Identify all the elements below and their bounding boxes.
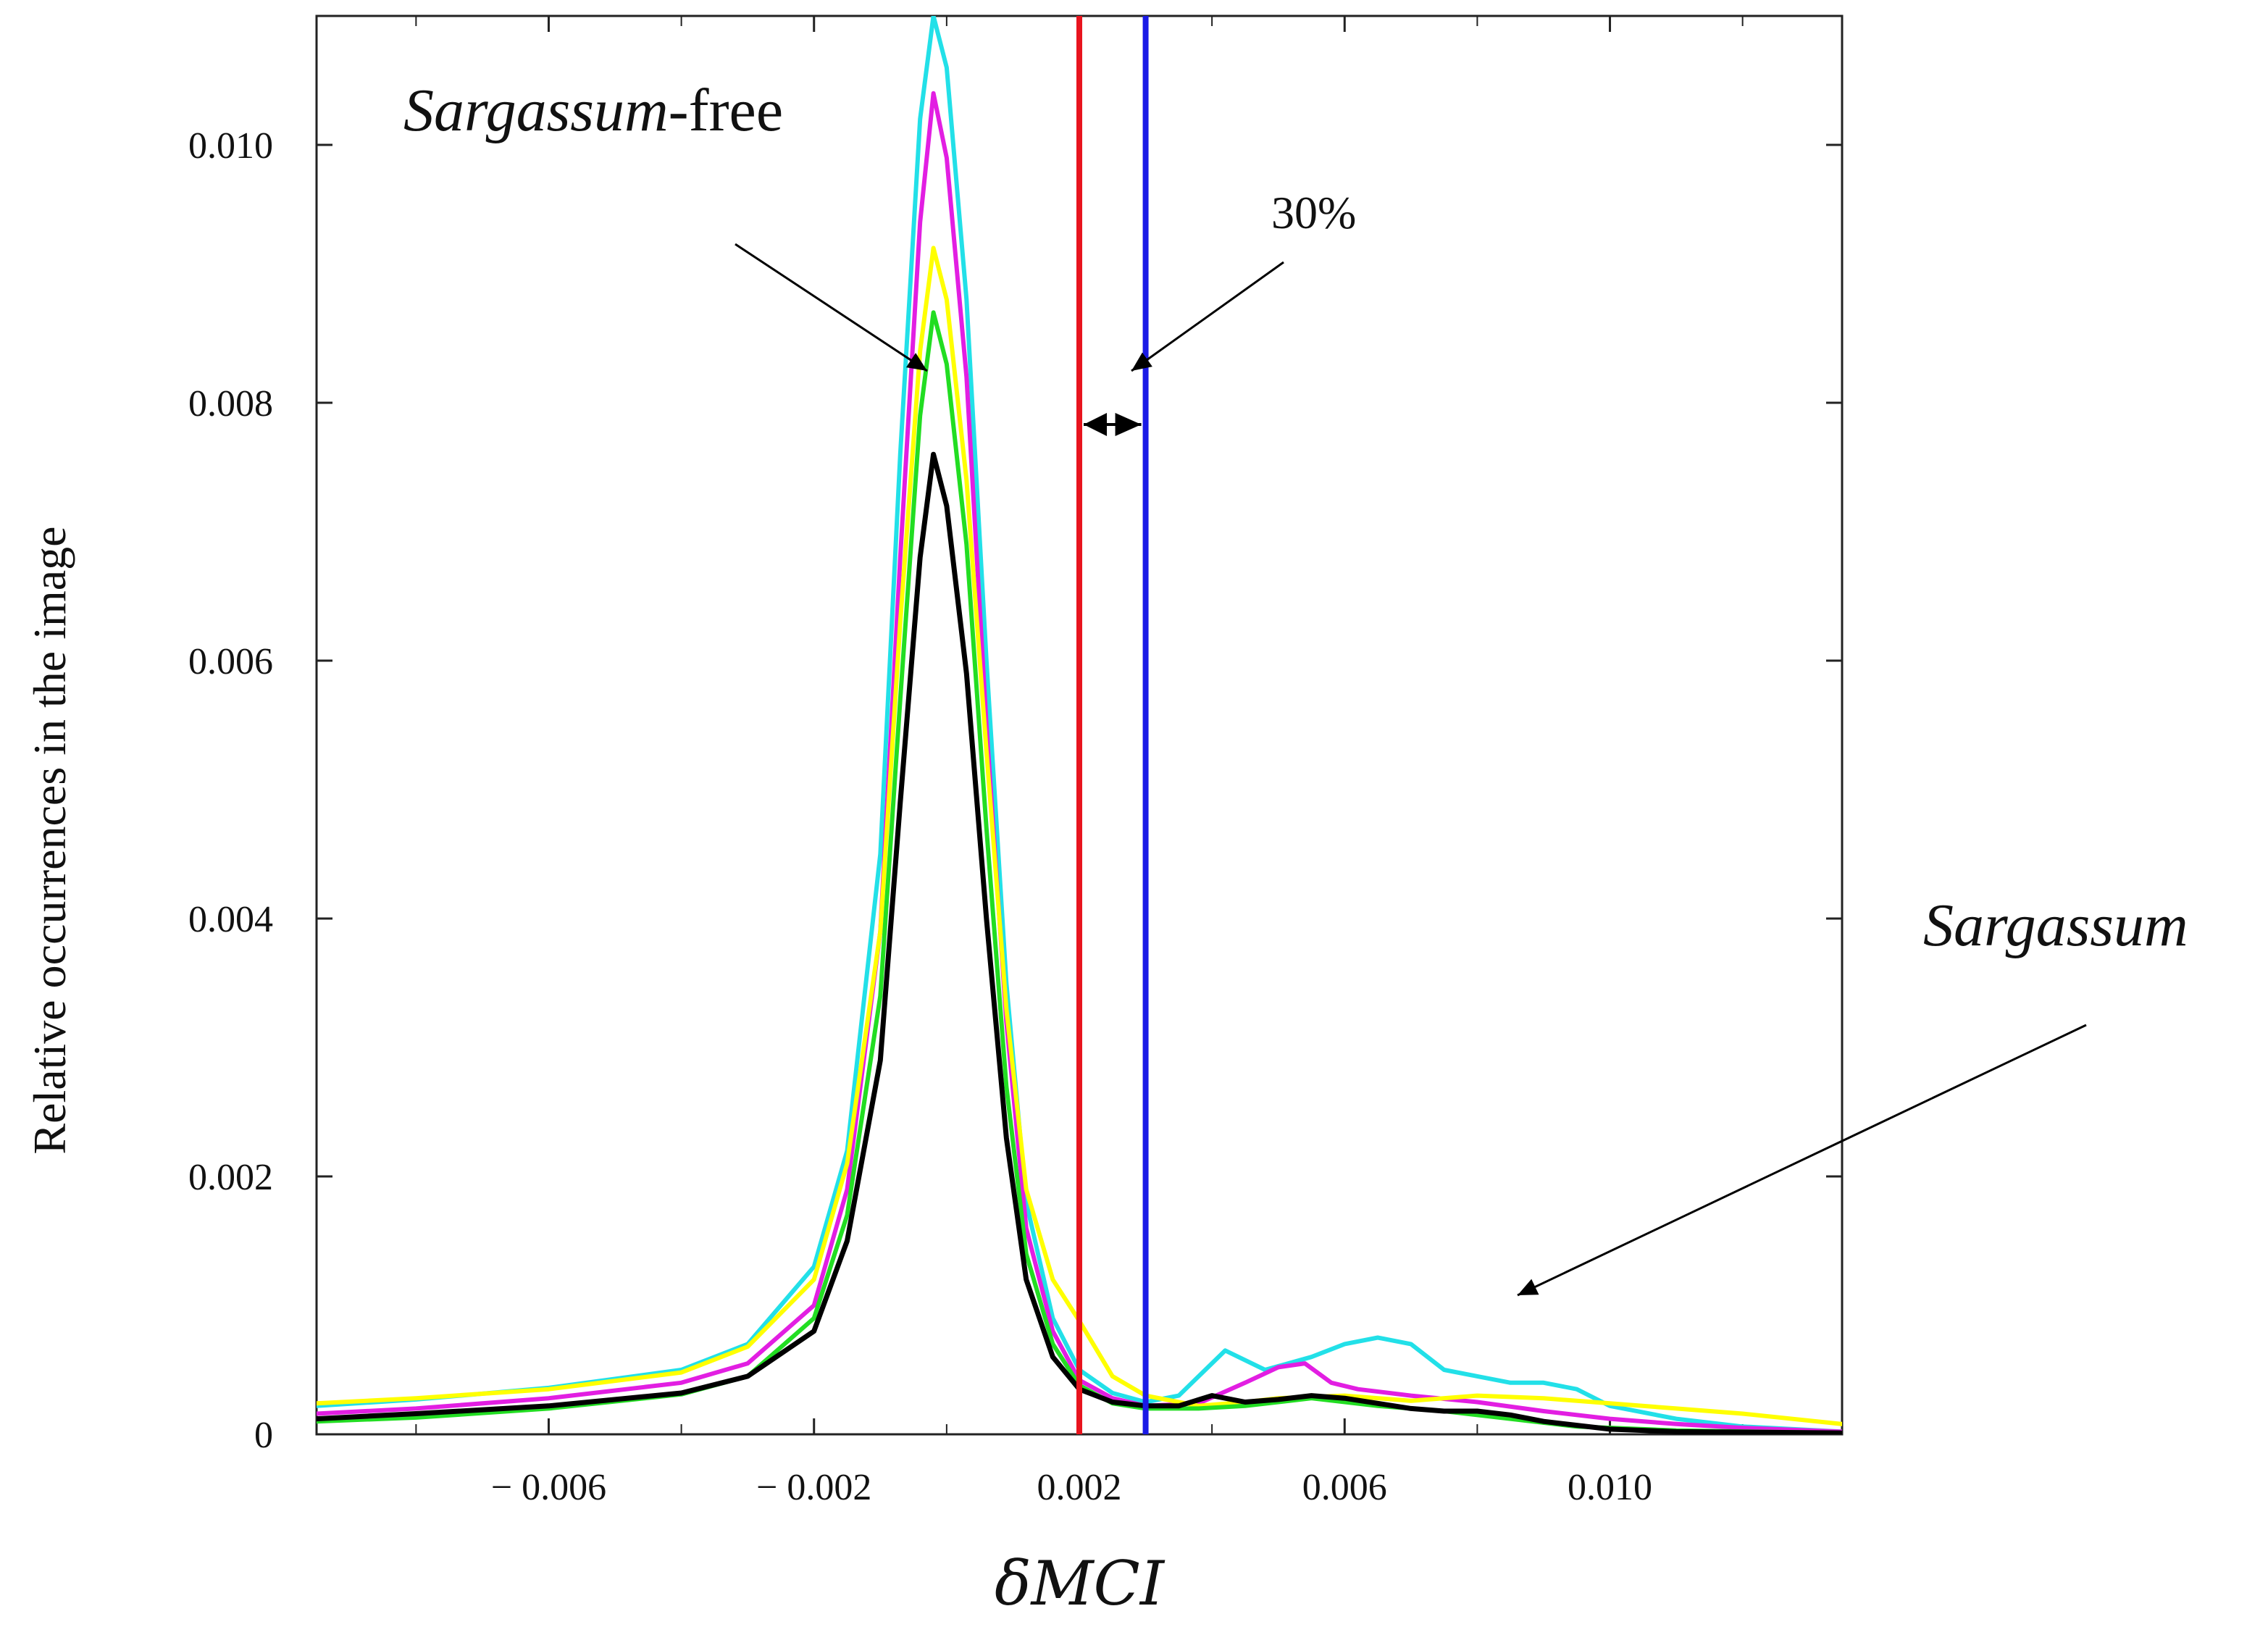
y-tick-label: 0.006 — [188, 641, 273, 682]
annotation-sargassum-free-arrow — [735, 243, 928, 372]
x-tick-label: − 0.006 — [491, 1467, 606, 1508]
y-tick-label: 0 — [254, 1415, 273, 1456]
x-axis-title: δMCI — [995, 1548, 1166, 1619]
y-axis-title: Relative occurrences in the image — [24, 526, 75, 1154]
annotation-percent: 30% — [1271, 187, 1356, 238]
annotation-sargassum: Sargassum — [1923, 892, 2188, 959]
annotation-sargassum-free-suffix: -free — [669, 77, 783, 144]
series-line-magenta — [317, 91, 1842, 1434]
series-line-cyan — [317, 16, 1842, 1434]
annotation-percent-arrow — [1131, 261, 1284, 372]
annotation-sargassum-arrow — [1517, 1024, 2087, 1297]
annotation-sargassum-free: Sargassum-free — [403, 77, 783, 144]
x-axis-ticks: − 0.006 − 0.002 0.002 0.006 0.010 — [415, 16, 1744, 1508]
y-tick-label: 0.004 — [188, 899, 273, 940]
x-tick-label: 0.002 — [1037, 1467, 1122, 1508]
y-tick-label: 0.010 — [188, 125, 273, 167]
series-layer — [317, 16, 1842, 1434]
y-tick-label: 0.002 — [188, 1157, 273, 1198]
y-tick-label: 0.008 — [188, 383, 273, 424]
x-tick-label: 0.006 — [1302, 1467, 1387, 1508]
annotation-sargassum-free-italic: Sargassum — [403, 77, 669, 144]
x-tick-label: 0.010 — [1568, 1467, 1652, 1508]
threshold-layer — [1076, 16, 1149, 1434]
series-line-yellow — [317, 246, 1842, 1426]
y-axis-ticks: 0 0.002 0.004 0.006 0.008 0.010 — [188, 125, 1842, 1456]
x-tick-label: − 0.002 — [756, 1467, 871, 1508]
